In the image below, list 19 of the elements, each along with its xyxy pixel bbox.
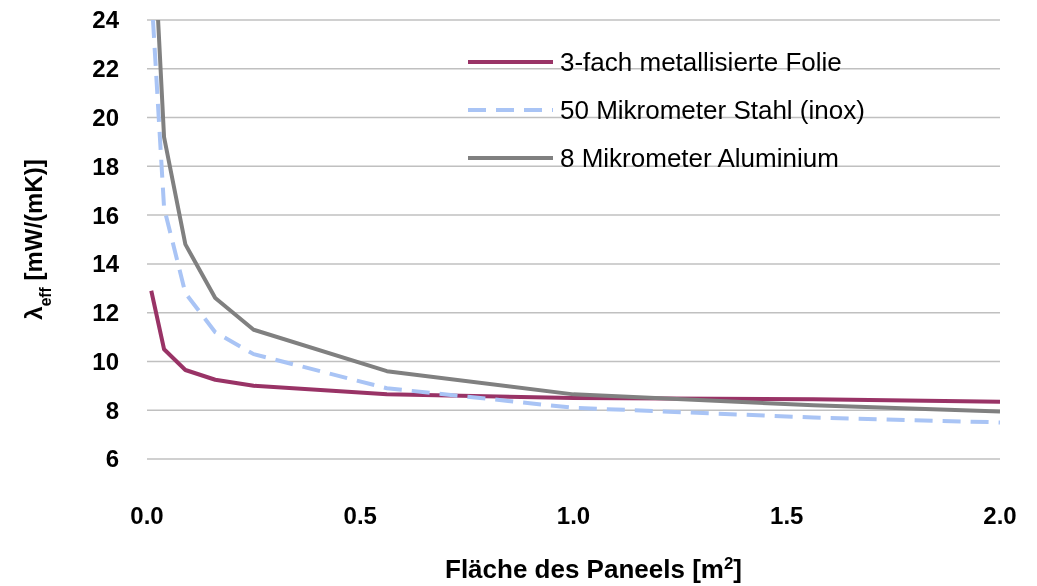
y-tick-label: 12 (92, 299, 119, 327)
y-tick-label: 20 (92, 103, 119, 131)
x-tick-label: 1.5 (770, 502, 804, 529)
legend-label: 50 Mikrometer Stahl (inox) (560, 95, 865, 126)
x-tick-label: 0.0 (130, 502, 164, 529)
x-tick-label: 0.5 (343, 502, 377, 529)
x-tick-label: 2.0 (983, 502, 1017, 529)
y-tick-label: 6 (105, 445, 119, 473)
legend-label: 3-fach metallisierte Folie (560, 47, 842, 78)
y-tick-label: 16 (92, 201, 119, 229)
y-tick-label: 18 (92, 152, 119, 180)
x-axis-title: Fläche des Paneels [m$^{2}$] (445, 553, 742, 584)
y-tick-label: 24 (92, 6, 120, 34)
y-tick-label: 8 (105, 396, 119, 424)
y-tick-label: 10 (92, 347, 119, 375)
y-tick-label: 22 (92, 55, 119, 83)
y-tick-label: 14 (92, 250, 120, 278)
x-tick-label: 1.0 (556, 502, 591, 529)
legend-label: 8 Mikrometer Aluminium (560, 143, 839, 174)
